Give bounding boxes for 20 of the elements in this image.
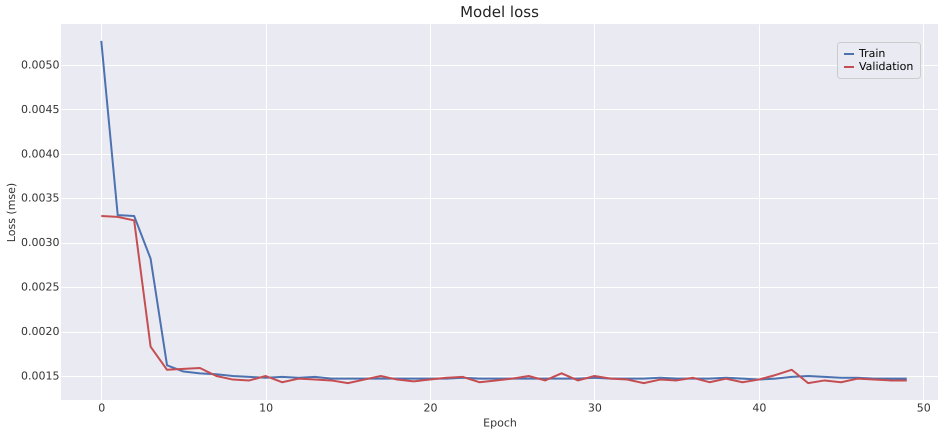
y-axis-title: Loss (mse) xyxy=(5,182,18,242)
legend-label: Train xyxy=(858,47,886,60)
x-tick-label: 20 xyxy=(424,402,438,414)
x-tick-label: 30 xyxy=(588,402,602,414)
y-tick-label: 0.0030 xyxy=(21,236,60,250)
x-tick-label: 40 xyxy=(752,402,766,414)
y-tick-label: 0.0015 xyxy=(21,370,60,382)
y-tick-label: 0.0045 xyxy=(21,102,60,116)
chart-title: Model loss xyxy=(460,3,540,21)
y-tick-label: 0.0035 xyxy=(21,192,60,205)
x-tick-label: 0 xyxy=(98,402,106,414)
y-tick-label: 0.0025 xyxy=(21,280,60,294)
y-tick-label: 0.0050 xyxy=(21,58,60,72)
x-tick-label: 10 xyxy=(259,402,274,414)
y-tick-label: 0.0040 xyxy=(21,147,60,160)
x-tick-label: 50 xyxy=(916,402,931,414)
legend-label: Validation xyxy=(859,60,914,73)
x-axis-title: Epoch xyxy=(483,416,517,430)
line-series xyxy=(100,215,908,384)
y-tick-label: 0.0020 xyxy=(21,325,60,338)
